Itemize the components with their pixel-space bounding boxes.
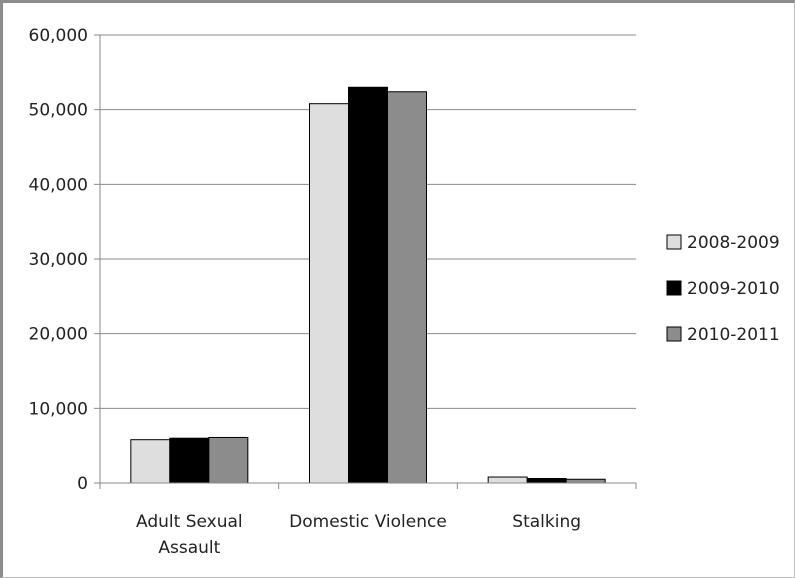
legend-label: 2008-2009	[687, 233, 780, 253]
bar-2008-2009-1	[309, 103, 349, 484]
y-tick-label: 10,000	[29, 399, 88, 419]
legend-swatch	[666, 326, 682, 342]
category-label: Assault	[158, 538, 220, 558]
bar-2010-2011-1	[387, 91, 427, 484]
bar-2009-2010-0	[169, 437, 210, 484]
bars	[130, 86, 606, 484]
category-label: Domestic Violence	[289, 512, 447, 532]
bar-2010-2011-0	[208, 436, 249, 484]
legend-label: 2010-2011	[687, 325, 780, 345]
y-tick-labels: 0 10,000 20,000 30,000 40,000 50,000 60,000	[29, 26, 88, 494]
y-tick-label: 20,000	[29, 325, 88, 345]
legend-swatch	[666, 234, 682, 250]
legend-label: 2009-2010	[687, 279, 780, 299]
category-label: Stalking	[512, 512, 581, 532]
axes	[94, 34, 637, 489]
legend-swatch	[666, 280, 682, 296]
bar-2009-2010-2	[526, 478, 567, 484]
y-tick-label: 60,000	[29, 26, 88, 46]
category-label: Adult Sexual	[136, 512, 243, 532]
bar-2010-2011-2	[565, 478, 606, 484]
legend: 2008-2009 2009-2010 2010-2011	[666, 233, 780, 345]
y-tick-label: 40,000	[29, 175, 88, 195]
bar-2008-2009-0	[130, 439, 171, 484]
bar-2008-2009-2	[487, 476, 528, 484]
category-labels: Adult Sexual Assault Domestic Violence Stal…	[136, 512, 581, 558]
y-tick-label: 50,000	[29, 101, 88, 121]
bar-2009-2010-1	[348, 86, 388, 484]
y-tick-label: 30,000	[29, 250, 88, 270]
y-tick-label: 0	[77, 474, 88, 494]
